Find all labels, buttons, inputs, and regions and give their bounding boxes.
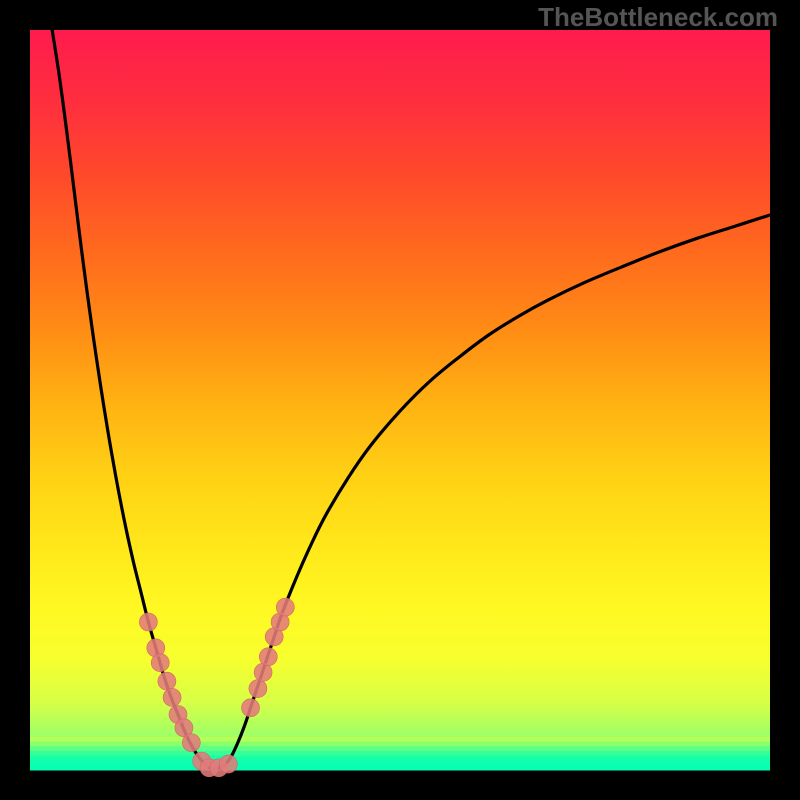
plot-background [30,30,770,770]
marker-dot [259,648,277,666]
marker-dot [276,598,294,616]
chart-svg [0,0,800,800]
watermark-text: TheBottleneck.com [538,2,778,33]
marker-dot [158,672,176,690]
marker-dot [254,663,272,681]
marker-dot [249,680,267,698]
bottom-green-band [30,737,770,771]
marker-dot [163,688,181,706]
marker-dot [151,654,169,672]
marker-dot [219,755,237,773]
marker-dot [182,734,200,752]
marker-dot [139,613,157,631]
marker-dot [242,699,260,717]
chart-frame: TheBottleneck.com [0,0,800,800]
